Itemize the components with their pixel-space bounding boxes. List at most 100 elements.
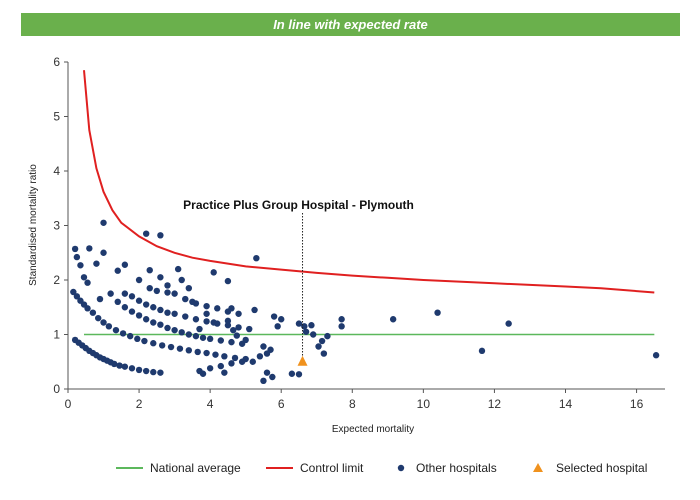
hospital-point	[135, 312, 143, 319]
hospital-point	[302, 328, 310, 335]
hospital-point	[260, 377, 267, 385]
hospital-point	[95, 314, 102, 322]
hospital-point	[269, 373, 276, 381]
y-axis-label: Standardised mortality ratio	[28, 164, 39, 286]
x-axis-label: Expected mortality	[332, 424, 414, 435]
legend-other-hospitals-symbol	[397, 464, 405, 472]
hospital-point	[157, 306, 164, 314]
hospital-point	[178, 276, 185, 284]
hospital-point	[235, 324, 242, 331]
legend: National average Control limit Other hos…	[116, 461, 647, 475]
hospital-point	[164, 309, 171, 316]
hospital-point	[206, 365, 214, 372]
x-tick-label: 14	[559, 397, 573, 411]
hospital-point	[157, 274, 164, 281]
hospital-point	[171, 326, 178, 334]
hospital-point	[126, 332, 134, 340]
hospital-point	[246, 325, 253, 333]
hospital-point	[228, 360, 235, 367]
hospital-point	[142, 230, 150, 237]
hospital-point	[112, 326, 120, 334]
control-limit-line	[83, 70, 655, 294]
hospital-point	[251, 306, 258, 314]
hospital-point	[86, 245, 93, 252]
hospital-point	[128, 308, 136, 315]
hospital-point	[206, 335, 214, 343]
hospital-point	[134, 335, 141, 343]
hospital-point	[182, 295, 189, 303]
status-banner: In line with expected rate	[21, 13, 680, 36]
status-banner-text: In line with expected rate	[273, 17, 428, 32]
hospital-point	[114, 298, 121, 305]
hospital-point	[164, 282, 171, 289]
hospital-point	[288, 370, 296, 377]
y-tick-label: 5	[53, 110, 60, 124]
hospital-point	[256, 353, 264, 360]
hospital-point	[141, 337, 148, 345]
hospital-point	[389, 316, 397, 323]
hospital-point	[135, 297, 143, 304]
hospital-point	[107, 290, 114, 297]
y-tick-label: 3	[53, 219, 60, 233]
hospital-point	[221, 369, 228, 376]
hospital-point	[231, 354, 239, 362]
hospital-point	[338, 316, 345, 323]
hospital-point	[238, 358, 246, 365]
hospital-point	[210, 269, 217, 276]
hospital-point	[338, 323, 345, 330]
hospital-point	[171, 310, 178, 317]
x-tick-label: 8	[349, 397, 356, 411]
annotation-label: Practice Plus Group Hospital - Plymouth	[183, 198, 414, 212]
x-tick-label: 10	[417, 397, 431, 411]
hospital-point	[235, 310, 242, 317]
hospital-point	[203, 310, 210, 317]
hospital-point	[203, 302, 210, 310]
other-hospitals-points	[70, 219, 660, 385]
y-tick-label: 6	[53, 55, 60, 69]
hospital-point	[114, 267, 121, 274]
hospital-point	[167, 343, 175, 351]
hospital-point	[105, 323, 113, 330]
hospital-point	[221, 353, 228, 360]
hospital-point	[192, 316, 200, 323]
hospital-point	[128, 365, 136, 372]
hospital-point	[224, 317, 232, 325]
hospital-point	[142, 301, 150, 308]
hospital-point	[135, 366, 143, 374]
x-tick-label: 6	[278, 397, 285, 411]
hospital-point	[270, 313, 278, 320]
hospital-point	[214, 305, 221, 312]
x-tick-label: 12	[488, 397, 502, 411]
hospital-point	[73, 293, 81, 300]
y-tick-label: 1	[53, 328, 60, 342]
x-tick-label: 2	[136, 397, 143, 411]
hospital-point	[233, 332, 240, 339]
hospital-point	[189, 298, 196, 305]
hospital-point	[153, 287, 161, 295]
hospital-point	[249, 358, 256, 365]
hospital-point	[70, 288, 77, 296]
hospital-point	[121, 290, 129, 297]
hospital-point	[150, 340, 157, 347]
hospital-point	[324, 332, 331, 340]
hospital-point	[157, 369, 164, 376]
selected-hospital-marker	[297, 355, 308, 366]
hospital-point	[73, 253, 81, 261]
legend-control-limit-label: Control limit	[300, 461, 364, 475]
legend-selected-hospital-label: Selected hospital	[556, 461, 647, 475]
hospital-point	[203, 349, 210, 357]
hospital-point	[196, 325, 203, 333]
hospital-point	[100, 219, 107, 226]
hospital-point	[278, 316, 285, 323]
hospital-point	[253, 255, 260, 262]
hospital-point	[157, 321, 164, 328]
hospital-point	[210, 319, 217, 326]
hospital-point	[199, 334, 207, 341]
hospital-point	[309, 331, 317, 338]
legend-other-hospitals-label: Other hospitals	[416, 461, 497, 475]
x-tick-label: 0	[65, 397, 72, 411]
hospital-point	[295, 371, 303, 378]
hospital-point	[100, 249, 107, 256]
hospital-point	[142, 316, 150, 323]
hospital-point	[318, 337, 326, 345]
